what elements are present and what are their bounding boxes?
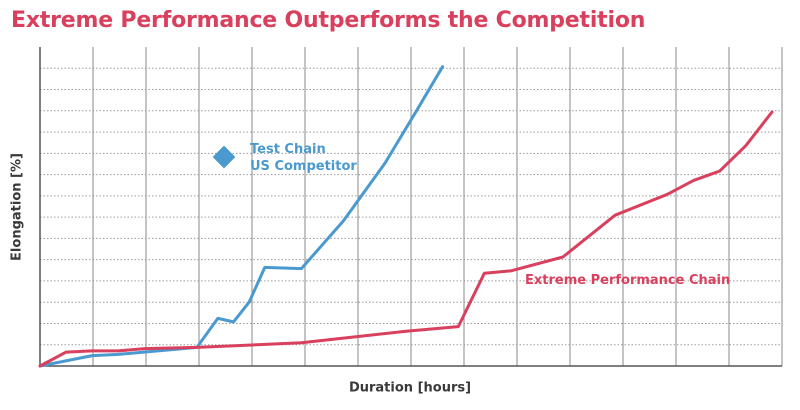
legend-line-1: Test Chain bbox=[250, 142, 326, 157]
y-axis-label: Elongation [%] bbox=[9, 153, 25, 261]
series-line-1 bbox=[38, 110, 774, 368]
chart-title: Extreme Performance Outperforms the Comp… bbox=[11, 8, 646, 33]
x-axis-label: Duration [hours] bbox=[348, 380, 472, 396]
series-line-0 bbox=[38, 65, 445, 368]
legend-line-2: US Competitor bbox=[250, 159, 357, 174]
series-label-extreme: Extreme Performance Chain bbox=[525, 273, 731, 288]
legend-test-chain-label: Test Chain US Competitor bbox=[250, 141, 357, 175]
